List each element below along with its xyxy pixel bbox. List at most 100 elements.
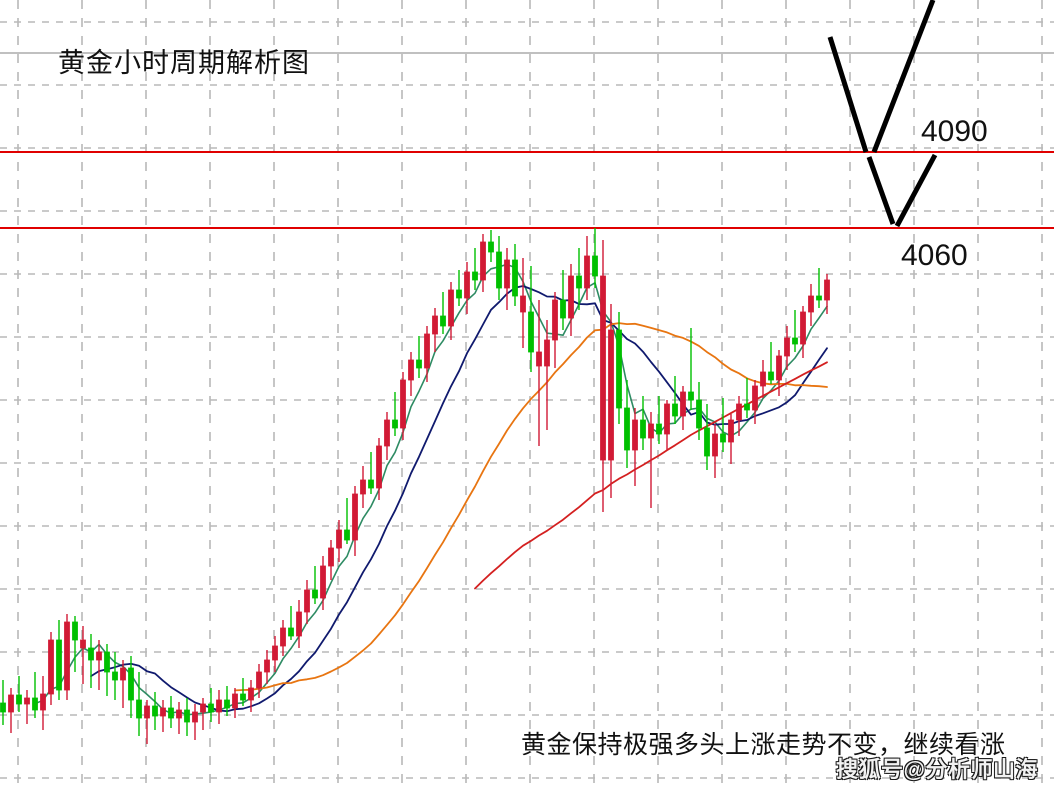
candle-body	[152, 705, 158, 717]
candle-body	[88, 647, 94, 661]
candle-body	[104, 651, 110, 673]
candle-body	[648, 423, 654, 439]
candle-body	[720, 433, 726, 443]
candle-body	[168, 707, 174, 719]
candle-body	[568, 275, 574, 319]
candle-body	[280, 627, 286, 647]
candle-body	[768, 371, 774, 381]
ma-line-slow	[234, 322, 828, 692]
candle-body	[600, 275, 606, 461]
candle-body	[296, 611, 302, 637]
candle-body	[472, 271, 478, 281]
candle-body	[480, 241, 486, 281]
candle-body	[808, 295, 814, 313]
candle-body	[144, 705, 150, 719]
candle-body	[352, 493, 358, 541]
candle-body	[784, 337, 790, 357]
candle-body	[576, 275, 582, 289]
candle-body	[400, 379, 406, 429]
page-title: 黄金小时周期解析图	[58, 48, 310, 78]
candle-body	[240, 693, 246, 701]
projection-line	[827, 36, 869, 153]
candle-body	[248, 687, 254, 701]
candle-body	[224, 699, 230, 709]
candle-body	[408, 359, 414, 381]
candle-body	[448, 289, 454, 327]
candle-body	[0, 702, 6, 713]
candle-body	[656, 423, 662, 435]
candle-body	[80, 639, 86, 649]
candle-body	[392, 419, 398, 429]
candle-body	[304, 589, 310, 613]
candle-body	[16, 694, 22, 705]
candle-body	[584, 255, 590, 289]
candle-body	[752, 385, 758, 411]
candle-body	[800, 311, 806, 345]
candle-body	[176, 709, 182, 719]
candle-body	[744, 403, 750, 411]
candle-body	[96, 651, 102, 661]
candle-body	[464, 271, 470, 299]
candle-body	[40, 693, 46, 711]
candle-body	[416, 359, 422, 369]
candle-body	[824, 279, 830, 301]
candle-body	[728, 419, 734, 443]
projection-line	[894, 153, 938, 228]
candle-body	[736, 403, 742, 421]
candle-body	[328, 547, 334, 567]
candle-body	[424, 333, 430, 369]
candle-body	[456, 289, 462, 299]
candle-body	[432, 315, 438, 335]
watermark-label: 搜狐号@分析师山海	[836, 757, 1038, 782]
candle-body	[120, 667, 126, 681]
candle-series	[0, 228, 830, 744]
candle-body	[624, 407, 630, 451]
candle-body	[816, 295, 822, 301]
candle-body	[48, 639, 54, 695]
candle-body	[368, 479, 374, 489]
candle-body	[792, 337, 798, 345]
candle-body	[552, 299, 558, 341]
candle-body	[136, 699, 142, 719]
candle-body	[24, 697, 30, 705]
candle-body	[64, 621, 70, 691]
commentary-line-1: 黄金保持极强多头上涨走势不变，继续看涨	[521, 731, 1006, 759]
candle-body	[360, 479, 366, 495]
candle-body	[440, 315, 446, 327]
candle-body	[128, 667, 134, 701]
candle-body	[536, 351, 542, 367]
candle-body	[592, 255, 598, 277]
candle-body	[272, 645, 278, 661]
projection-line	[866, 156, 896, 225]
candle-body	[8, 694, 14, 713]
candle-body	[504, 259, 510, 289]
candle-body	[544, 339, 550, 367]
candle-body	[112, 671, 118, 681]
candle-body	[616, 329, 622, 409]
candle-body	[632, 419, 638, 451]
candle-body	[264, 659, 270, 673]
candle-body	[160, 707, 166, 717]
candle-body	[688, 391, 694, 401]
candle-body	[520, 295, 526, 313]
candle-body	[256, 671, 262, 689]
candle-body	[512, 259, 518, 297]
price-level-lines	[0, 151, 1054, 229]
candle-body	[704, 427, 710, 457]
commentary-text: 黄金保持极强多头上涨走势不变，继续看涨 不猜顶，日内关注4090，4060支撑！	[521, 655, 1006, 790]
candle-body	[672, 403, 678, 417]
candle-body	[640, 419, 646, 439]
candle-body	[232, 693, 238, 709]
support-level-label: 4060	[901, 239, 968, 272]
candle-body	[32, 697, 38, 711]
candle-body	[56, 639, 62, 691]
candle-body	[344, 529, 350, 541]
ma-line-mid	[34, 263, 828, 716]
projection-paths	[827, 0, 938, 228]
candle-body	[320, 565, 326, 599]
candle-body	[384, 419, 390, 447]
candle-body	[216, 699, 222, 713]
